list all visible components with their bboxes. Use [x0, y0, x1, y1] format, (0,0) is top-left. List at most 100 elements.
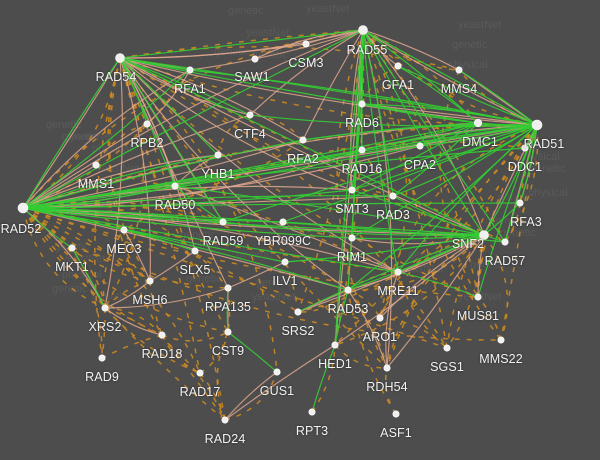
graph-node-ctf4[interactable] [246, 111, 254, 119]
graph-node-rad59[interactable] [219, 218, 227, 226]
edge-physical [224, 344, 336, 421]
edge-yeastNet [119, 57, 219, 156]
graph-node-cst9[interactable] [224, 328, 232, 336]
graph-node-xrs2[interactable] [101, 304, 109, 312]
graph-node-rfa2[interactable] [299, 136, 307, 144]
edge-genetic [71, 247, 151, 282]
edge-genetic [22, 207, 448, 349]
edge-genetic [22, 207, 201, 374]
edge-genetic [362, 29, 479, 124]
graph-node-rad16[interactable] [358, 146, 366, 154]
edge-genetic [336, 29, 388, 369]
edge-yeastNet [119, 57, 479, 124]
graph-node-saw1[interactable] [251, 55, 259, 63]
graph-node-dmc1[interactable] [473, 118, 483, 128]
graph-node-aro1[interactable] [376, 314, 384, 322]
edge-physical [249, 29, 364, 116]
edge-yeastNet [282, 124, 538, 223]
graph-node-rad54[interactable] [115, 53, 125, 63]
graph-node-rpt3[interactable] [308, 408, 316, 416]
edge-physical [119, 57, 353, 191]
edge-genetic [161, 334, 201, 374]
edge-physical [119, 57, 151, 282]
graph-node-mus81[interactable] [474, 293, 482, 301]
edge-genetic [22, 207, 226, 421]
graph-node-gfa1[interactable] [394, 62, 402, 70]
edge-yeastNet [22, 147, 526, 209]
graph-node-srs2[interactable] [294, 308, 302, 316]
graph-node-ybr099c[interactable] [279, 218, 287, 226]
graph-node-rfa1[interactable] [186, 66, 194, 74]
graph-node-smt3[interactable] [348, 186, 356, 194]
graph-node-cpa2[interactable] [416, 142, 424, 150]
watermark-text: genetic [228, 5, 264, 17]
graph-node-gus1[interactable] [273, 368, 281, 376]
graph-node-rad9[interactable] [98, 354, 106, 362]
graph-node-sgs1[interactable] [443, 344, 451, 352]
graph-node-rad53[interactable] [344, 286, 352, 294]
edge-genetic [104, 307, 201, 374]
edge-genetic [446, 234, 485, 349]
graph-node-msh6[interactable] [146, 277, 154, 285]
edge-genetic [22, 124, 538, 209]
edge-yeastNet [361, 122, 479, 151]
graph-node-yhb1[interactable] [214, 151, 222, 159]
edge-physical [104, 280, 151, 309]
edge-genetic [379, 317, 448, 349]
edge-yeastNet [397, 65, 479, 124]
edge-genetic [347, 289, 397, 415]
graph-node-rfa3[interactable] [516, 199, 524, 207]
graph-node-asf1[interactable] [392, 410, 400, 418]
edge-physical [119, 57, 349, 291]
edge-yeastNet [297, 234, 485, 313]
edge-genetic [22, 207, 229, 333]
edge-genetic [102, 229, 125, 309]
edge-physical [22, 207, 349, 291]
graph-node-mec3[interactable] [120, 226, 128, 234]
edge-physical [22, 114, 251, 209]
edge-physical [362, 29, 538, 126]
graph-node-rad6[interactable] [358, 100, 366, 108]
graph-node-ddc1[interactable] [521, 144, 529, 152]
edge-genetic [22, 203, 349, 291]
watermark-text: genetic [214, 46, 250, 58]
edge-physical [22, 57, 121, 209]
edge-genetic [297, 289, 349, 313]
graph-node-mkt1[interactable] [68, 244, 76, 252]
graph-node-rad18[interactable] [158, 331, 166, 339]
graph-node-rpb2[interactable] [143, 120, 151, 128]
edge-genetic [446, 124, 538, 349]
edge-physical [119, 57, 251, 116]
graph-node-rad50[interactable] [171, 182, 179, 190]
graph-node-mms22[interactable] [497, 336, 505, 344]
graph-node-rad17[interactable] [196, 369, 204, 377]
edge-yeastNet [362, 29, 399, 273]
edge-physical [119, 57, 485, 236]
graph-node-rad24[interactable] [221, 416, 229, 424]
graph-node-rad3[interactable] [389, 192, 397, 200]
graph-node-rim1[interactable] [348, 234, 356, 242]
graph-node-rad57[interactable] [501, 238, 509, 246]
graph-node-slx5[interactable] [191, 247, 199, 255]
graph-node-rad52[interactable] [17, 202, 29, 214]
graph-node-hed1[interactable] [331, 341, 339, 349]
edge-genetic [347, 234, 485, 291]
graph-node-mre11[interactable] [394, 268, 402, 276]
watermark-text: genetic [256, 277, 292, 289]
edge-physical [361, 103, 538, 126]
graph-node-rad51[interactable] [531, 119, 543, 131]
graph-node-rad55[interactable] [358, 25, 368, 35]
edge-yeastNet [362, 29, 394, 197]
edge-yeastNet [22, 139, 304, 209]
graph-node-rpa135[interactable] [224, 284, 232, 292]
edge-yeastNet [22, 69, 191, 209]
graph-node-mms4[interactable] [455, 66, 463, 74]
graph-node-mms1[interactable] [92, 161, 100, 169]
graph-node-csm3[interactable] [302, 40, 310, 48]
graph-node-rdh54[interactable] [383, 364, 391, 372]
graph-node-ilv1[interactable] [281, 258, 289, 266]
edge-yeastNet [347, 124, 538, 291]
graph-node-snf2[interactable] [479, 230, 489, 240]
